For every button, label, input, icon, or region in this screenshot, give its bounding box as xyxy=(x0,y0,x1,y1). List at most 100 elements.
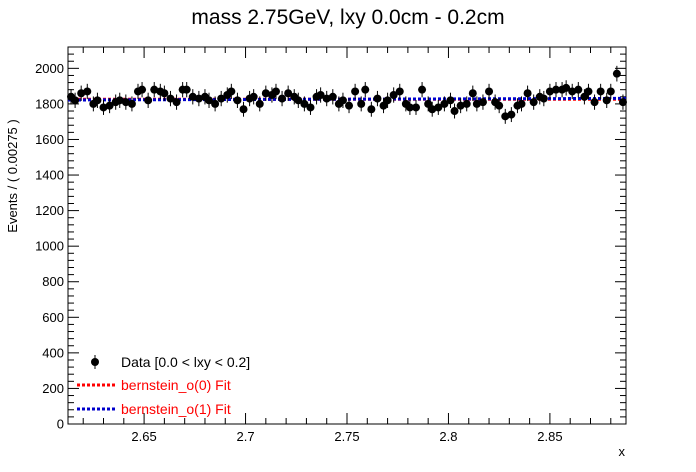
data-point xyxy=(395,87,404,96)
data-point xyxy=(468,89,477,98)
chart-title: mass 2.75GeV, lxy 0.0cm - 0.2cm xyxy=(191,6,504,29)
y-tick-label: 2000 xyxy=(35,61,64,76)
x-tick-label: 2.8 xyxy=(439,429,457,444)
data-point xyxy=(121,98,130,107)
data-point xyxy=(383,96,392,105)
data-point xyxy=(606,87,615,96)
data-point xyxy=(450,107,459,116)
data-point xyxy=(284,89,293,98)
data-point xyxy=(316,91,325,100)
data-point xyxy=(115,96,124,105)
y-tick-label: 1600 xyxy=(35,132,64,147)
data-point xyxy=(105,101,114,110)
y-tick-label: 800 xyxy=(42,274,64,289)
data-point xyxy=(345,101,354,110)
data-point xyxy=(612,69,621,78)
data-point xyxy=(150,85,159,94)
data-point xyxy=(517,99,526,108)
data-point xyxy=(434,103,443,112)
data-point xyxy=(338,96,347,105)
y-axis-label: Events / ( 0.00275 ) xyxy=(5,119,20,232)
data-point xyxy=(144,96,153,105)
x-tick-label: 2.7 xyxy=(237,429,255,444)
data-point xyxy=(418,85,427,94)
data-point xyxy=(590,98,599,107)
x-tick-label: 2.65 xyxy=(131,429,156,444)
x-tick-label: 2.85 xyxy=(537,429,562,444)
legend-label-bernstein-o1: bernstein_o(1) Fit xyxy=(121,401,231,417)
y-tick-label: 0 xyxy=(57,417,64,432)
data-point xyxy=(389,91,398,100)
y-axis: 0 200 400 600 800 1000 1200 1400 1600 1800 2000 xyxy=(35,46,626,432)
data-point xyxy=(271,87,280,96)
data-point xyxy=(411,103,420,112)
data-point xyxy=(233,96,242,105)
data-point xyxy=(93,96,102,105)
data-point xyxy=(462,99,471,108)
data-point xyxy=(239,105,248,114)
data-point xyxy=(545,87,554,96)
data-point xyxy=(351,87,360,96)
data-point xyxy=(373,94,382,103)
data-point xyxy=(138,85,147,94)
x-tick-label: 2.75 xyxy=(334,429,359,444)
data-point xyxy=(495,101,504,110)
x-axis-label: x xyxy=(619,444,626,459)
y-tick-label: 1200 xyxy=(35,203,64,218)
data-point xyxy=(211,99,220,108)
data-point xyxy=(602,96,611,105)
data-point xyxy=(300,99,309,108)
data-point xyxy=(255,99,264,108)
data-point xyxy=(485,87,494,96)
legend-label-bernstein-o0: bernstein_o(0) Fit xyxy=(121,377,231,393)
data-point xyxy=(261,89,270,98)
data-point xyxy=(205,96,214,105)
data-point xyxy=(227,87,236,96)
data-point xyxy=(328,92,337,101)
data-point xyxy=(172,98,181,107)
data-point xyxy=(568,87,577,96)
data-point xyxy=(127,99,136,108)
data-point xyxy=(574,85,583,94)
data-point xyxy=(182,85,191,94)
data-point xyxy=(77,89,86,98)
data-point xyxy=(357,99,366,108)
data-point xyxy=(440,99,449,108)
data-point xyxy=(99,103,108,112)
data-point xyxy=(306,103,315,112)
data-point xyxy=(507,110,516,119)
y-tick-label: 600 xyxy=(42,310,64,325)
data-point xyxy=(584,87,593,96)
data-point xyxy=(217,94,226,103)
data-point xyxy=(618,98,627,107)
data-point xyxy=(472,99,481,108)
data-point xyxy=(249,92,258,101)
data-point xyxy=(529,98,538,107)
data-point xyxy=(523,89,532,98)
y-tick-label: 200 xyxy=(42,381,64,396)
data-point xyxy=(501,112,510,121)
data-point xyxy=(456,101,465,110)
data-point xyxy=(405,103,414,112)
x-axis: 2.65 2.7 2.75 2.8 2.85 xyxy=(82,47,612,444)
y-tick-label: 1800 xyxy=(35,96,64,111)
data-point xyxy=(367,105,376,114)
data-point xyxy=(322,94,331,103)
data-point xyxy=(160,89,169,98)
legend-label-data: Data [0.0 < lxy < 0.2] xyxy=(121,354,250,370)
legend: Data [0.0 < lxy < 0.2] bernstein_o(0) Fi… xyxy=(77,354,250,417)
data-point xyxy=(551,85,560,94)
data-point xyxy=(166,94,175,103)
data-points xyxy=(67,65,627,124)
y-tick-label: 400 xyxy=(42,345,64,360)
y-tick-label: 1400 xyxy=(35,168,64,183)
y-tick-label: 1000 xyxy=(35,239,64,254)
data-point xyxy=(278,94,287,103)
data-point xyxy=(361,85,370,94)
data-point xyxy=(194,94,203,103)
legend-marker-data xyxy=(91,355,99,369)
data-point xyxy=(562,83,571,92)
data-point xyxy=(478,98,487,107)
data-point xyxy=(83,87,92,96)
